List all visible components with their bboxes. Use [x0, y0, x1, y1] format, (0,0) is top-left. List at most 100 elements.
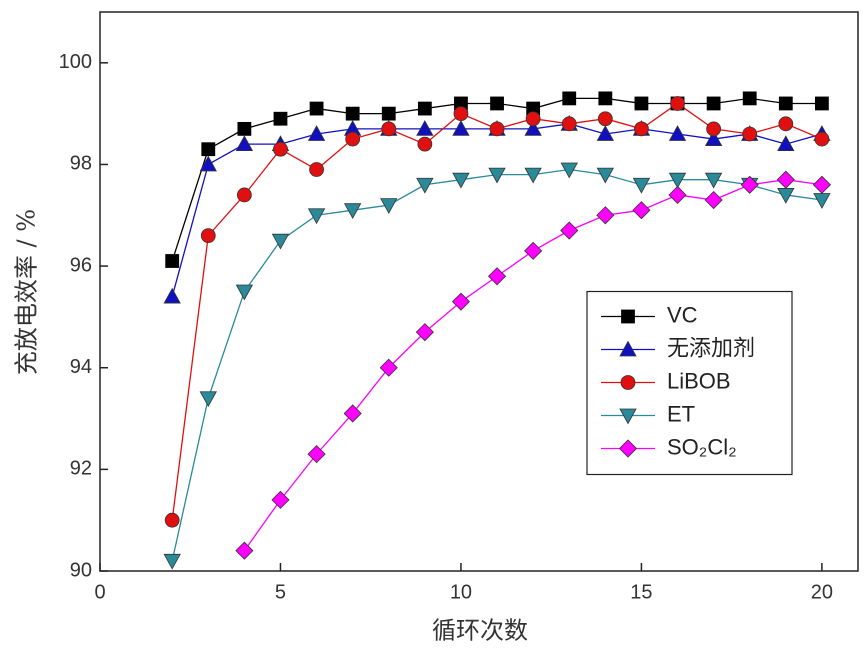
data-point — [670, 96, 685, 111]
legend-label: 无添加剂 — [667, 335, 755, 360]
y-tick-label: 96 — [70, 254, 92, 276]
data-point — [199, 155, 217, 172]
data-point — [524, 120, 542, 136]
legend-marker — [619, 408, 637, 425]
data-point — [561, 116, 577, 132]
data-point — [706, 121, 722, 137]
data-point — [237, 121, 252, 136]
data-point — [632, 177, 651, 194]
data-point — [417, 101, 432, 116]
data-point — [704, 190, 723, 210]
data-point — [452, 120, 470, 136]
y-tick-label: 98 — [70, 153, 92, 175]
data-point — [236, 187, 252, 203]
data-point — [380, 198, 398, 214]
data-point — [309, 101, 324, 116]
data-point — [273, 141, 288, 157]
data-point — [525, 111, 541, 127]
data-point — [740, 175, 759, 194]
data-point — [524, 167, 542, 184]
data-point — [562, 91, 577, 106]
legend-label: SO₂Cl₂ — [667, 434, 737, 459]
data-point — [343, 404, 362, 423]
plot-frame — [99, 11, 859, 572]
data-point — [345, 131, 361, 147]
legend-label: LiBOB — [667, 368, 731, 393]
data-point — [815, 96, 829, 111]
data-point — [164, 512, 180, 528]
data-point — [490, 96, 504, 111]
data-point — [379, 358, 398, 377]
data-point — [778, 116, 794, 132]
data-point — [416, 177, 434, 194]
data-point — [596, 167, 615, 184]
data-point — [704, 130, 723, 146]
x-tick-label: 5 — [275, 581, 286, 603]
data-point — [307, 125, 326, 141]
x-tick-label: 20 — [811, 581, 833, 603]
data-point — [524, 241, 543, 260]
data-point — [597, 111, 613, 127]
data-point — [199, 391, 217, 408]
data-point — [777, 135, 795, 152]
y-axis-title: 充放电效率 / % — [13, 209, 41, 375]
data-point — [416, 120, 434, 136]
data-point — [307, 208, 326, 225]
data-point — [235, 541, 254, 560]
data-point — [201, 142, 216, 157]
data-point — [453, 106, 469, 122]
legend-marker — [618, 439, 638, 458]
data-point — [200, 228, 216, 244]
data-point — [560, 221, 579, 240]
y-tick-label: 100 — [59, 51, 92, 73]
data-point — [343, 203, 362, 220]
legend-marker — [621, 309, 635, 324]
data-point — [706, 96, 721, 111]
data-point — [163, 553, 181, 570]
data-point — [235, 284, 254, 301]
data-point — [704, 172, 723, 189]
data-point — [634, 96, 649, 111]
data-point — [560, 162, 578, 179]
data-point — [271, 233, 290, 250]
legend-marker — [620, 375, 636, 390]
data-point — [812, 175, 831, 194]
data-point — [596, 206, 615, 225]
data-point — [452, 172, 470, 189]
data-point — [451, 292, 471, 311]
y-tick-label: 94 — [70, 356, 92, 378]
data-point — [488, 167, 506, 184]
data-point — [271, 490, 290, 509]
data-point — [596, 125, 615, 141]
legend-label: ET — [667, 401, 695, 426]
data-point — [415, 323, 434, 342]
legend-label: VC — [667, 302, 698, 327]
data-point — [487, 267, 507, 286]
legend-marker — [619, 340, 637, 357]
x-axis-title: 循环次数 — [432, 617, 528, 645]
data-point — [742, 126, 758, 142]
data-point — [165, 254, 180, 268]
data-point — [235, 135, 254, 152]
x-tick-label: 10 — [450, 581, 472, 603]
legend: VC 无添加剂 LiBOB ET SO₂Cl₂ — [586, 290, 793, 476]
data-point — [307, 445, 326, 464]
data-point — [668, 172, 687, 189]
x-tick-label: 0 — [94, 581, 105, 603]
data-point — [742, 91, 757, 106]
y-tick-label: 90 — [70, 559, 92, 581]
data-point — [598, 91, 613, 106]
data-point — [668, 125, 687, 141]
x-tick-label: 15 — [630, 581, 652, 603]
data-point — [776, 170, 795, 189]
data-point — [381, 106, 396, 121]
y-tick-label: 92 — [70, 458, 92, 480]
data-point — [489, 121, 505, 137]
data-point — [632, 201, 651, 220]
data-point — [273, 111, 288, 126]
data-point — [778, 96, 793, 111]
data-point — [163, 287, 181, 304]
data-point — [309, 162, 324, 177]
data-point — [381, 121, 397, 137]
data-point — [345, 106, 360, 121]
